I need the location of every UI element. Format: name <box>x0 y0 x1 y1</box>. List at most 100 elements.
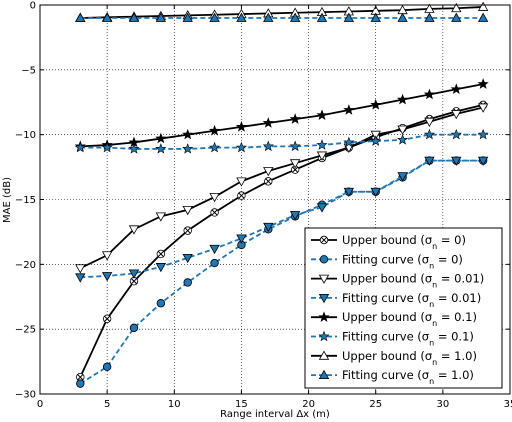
data-point <box>451 2 462 13</box>
series-3 <box>75 156 489 283</box>
x-tick-label: 35 <box>504 399 512 410</box>
data-point <box>236 234 247 244</box>
data-point <box>155 143 167 154</box>
data-point <box>397 172 408 182</box>
data-point <box>262 140 274 152</box>
data-point <box>235 141 247 153</box>
legend-entry: Upper bound (σn = 0.1) <box>311 310 477 328</box>
legend-entry: Upper bound (σn = 1.0) <box>311 349 477 366</box>
data-point <box>319 235 329 245</box>
y-axis-title: MAE (dB) <box>2 177 13 223</box>
y-tick-label: −20 <box>15 260 36 271</box>
legend-label: Fitting curve (σn = 0.01) <box>342 291 481 309</box>
data-point <box>316 139 328 150</box>
data-point <box>155 12 167 22</box>
x-tick-label: 25 <box>369 399 382 410</box>
data-point <box>155 263 167 273</box>
x-axis-title: Range interval Δx (m) <box>220 409 330 420</box>
series-layer <box>74 1 489 388</box>
legend: Upper bound (σn = 0) Fitting curve (σn = … <box>304 227 503 389</box>
series-2 <box>75 103 489 274</box>
data-point <box>316 203 328 213</box>
data-point <box>209 124 221 136</box>
data-point <box>397 93 409 105</box>
legend-label: Fitting curve (σn = 1.0) <box>342 368 474 386</box>
legend-label: Upper bound (σn = 0) <box>342 233 466 251</box>
series-line <box>80 6 484 19</box>
data-point <box>423 88 435 100</box>
data-point <box>423 128 435 140</box>
data-point <box>235 121 247 132</box>
legend-label: Upper bound (σn = 0.1) <box>342 310 477 328</box>
y-tick-label: −15 <box>15 195 36 206</box>
data-point <box>76 372 85 382</box>
data-point <box>397 125 408 135</box>
data-point <box>370 135 382 146</box>
data-point <box>370 98 382 110</box>
data-point <box>318 369 330 380</box>
data-point <box>289 113 301 124</box>
data-point <box>236 12 247 22</box>
data-point <box>316 12 328 22</box>
data-point <box>128 225 140 235</box>
data-point <box>289 159 301 169</box>
data-point <box>129 323 139 333</box>
series-line <box>79 103 484 378</box>
series-line <box>80 83 484 148</box>
data-point <box>318 350 330 360</box>
data-point <box>370 130 381 140</box>
data-point <box>209 244 220 255</box>
data-point <box>424 3 435 13</box>
data-point <box>397 133 409 145</box>
data-point <box>128 12 140 22</box>
data-point <box>237 191 246 200</box>
data-point <box>182 128 194 140</box>
legend-entry: Fitting curve (σn = 0.01) <box>311 291 481 309</box>
x-tick-label: 30 <box>436 399 449 410</box>
data-point <box>262 117 274 128</box>
x-tick-label: 15 <box>235 399 248 410</box>
data-point <box>182 12 193 22</box>
legend-entry: Fitting curve (σn = 1.0) <box>311 368 474 386</box>
data-point <box>451 156 462 166</box>
data-point <box>451 110 462 120</box>
data-point <box>182 253 193 264</box>
data-point <box>182 205 193 216</box>
data-point <box>156 299 166 308</box>
series-7 <box>75 12 489 22</box>
data-point <box>182 143 194 154</box>
y-tick-label: 0 <box>30 1 36 12</box>
ticks: 0 5 10 15 20 25 30 35 0 −5 −10 −15 −20 −25 −30 <box>15 1 512 411</box>
series-line <box>79 159 484 385</box>
data-point <box>102 314 112 323</box>
data-point <box>316 109 328 120</box>
legend-entry: Upper bound (σn = 0) <box>311 233 466 251</box>
data-point <box>128 143 140 154</box>
data-point <box>477 1 489 11</box>
data-point <box>289 211 301 221</box>
data-point <box>210 258 219 268</box>
data-point <box>477 12 489 22</box>
data-point <box>450 83 462 95</box>
data-point <box>101 141 113 153</box>
data-point <box>209 141 221 153</box>
data-point <box>450 128 462 140</box>
data-point <box>74 141 86 153</box>
data-point <box>263 12 274 22</box>
series-line <box>80 133 484 150</box>
x-tick-label: 20 <box>302 399 315 410</box>
y-tick-label: −10 <box>15 130 36 141</box>
data-point <box>318 330 330 342</box>
data-point <box>289 12 301 22</box>
data-point <box>289 140 301 152</box>
series-line <box>79 106 484 270</box>
series-line <box>80 159 484 279</box>
data-point <box>318 311 330 322</box>
data-point <box>424 117 435 128</box>
data-point <box>263 167 274 177</box>
data-point <box>477 78 489 89</box>
data-point <box>210 208 219 217</box>
data-point <box>343 12 355 22</box>
data-point <box>155 212 167 222</box>
